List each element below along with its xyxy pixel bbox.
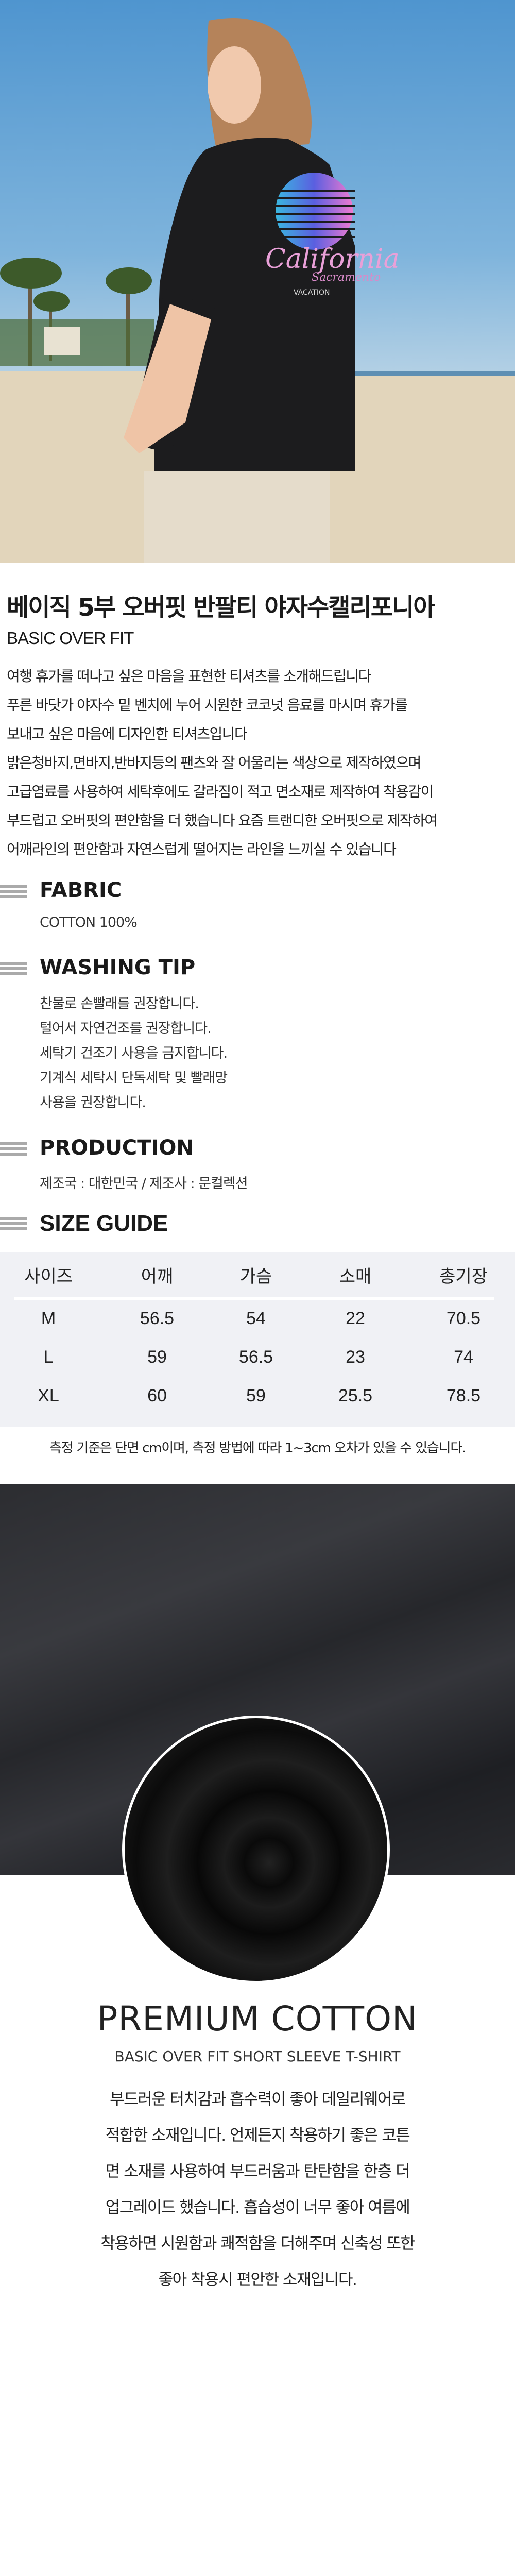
premium-line: 부드러운 터치감과 흡수력이 좋아 데일리웨어로 — [110, 2090, 406, 2109]
description-line: 고급염료를 사용하여 세탁후에도 갈라짐이 적고 면소재로 제작하여 착용감이 — [7, 783, 434, 800]
table-header-cell: 총기장 — [439, 1267, 488, 1286]
print-california: California — [265, 244, 400, 275]
print-sacramento: Sacramento — [312, 271, 381, 284]
premium-subheading: BASIC OVER FIT SHORT SLEEVE T-SHIRT — [114, 2048, 401, 2065]
table-cell: 74 — [454, 1347, 473, 1367]
production-text: 제조국 : 대한민국 / 제조사 : 문컬렉션 — [40, 1176, 248, 1192]
product-subtitle: BASIC OVER FIT — [7, 629, 134, 648]
washing-heading: WASHING TIP — [40, 956, 196, 979]
table-header-cell: 가슴 — [239, 1267, 272, 1286]
description-line: 푸른 바닷가 야자수 밑 벤치에 누어 시원한 코코넛 음료를 마시며 휴가를 — [7, 697, 408, 714]
description-line: 부드럽고 오버핏의 편안함을 더 했습니다 요즘 트랜디한 오버핏으로 제작하여 — [7, 812, 438, 829]
premium-line: 면 소재를 사용하여 부드러움과 탄탄함을 한층 더 — [105, 2162, 410, 2181]
premium-heading: PREMIUM COTTON — [97, 1999, 418, 2039]
washing-line: 세탁기 건조기 사용을 금지합니다. — [40, 1045, 228, 1061]
premium-line: 착용하면 시원함과 쾌적함을 더해주며 신축성 또한 — [100, 2234, 415, 2253]
table-header-cell: 소매 — [339, 1267, 372, 1286]
size-table: 사이즈 어깨 가슴 소매 총기장 M 56.5 54 22 70.5 L 59 56.5 23 74 XL 60… — [0, 1252, 515, 1427]
description-line: 밝은청바지,면바지,반바지등의 팬츠와 잘 어울리는 색상으로 제작하였으며 — [7, 754, 421, 771]
product-title: 베이직 5부 오버핏 반팔티 야자수캘리포니아 — [7, 594, 435, 622]
bottom-spacer — [0, 2303, 1, 2329]
face — [208, 46, 261, 124]
table-cell: 54 — [246, 1309, 266, 1328]
size-guide-heading: SIZE GUIDE — [40, 1211, 168, 1236]
premium-line: 적합한 소재입니다. 언제든지 착용하기 좋은 코튼 — [105, 2126, 410, 2145]
table-cell: 56.5 — [140, 1309, 175, 1328]
table-cell: 25.5 — [338, 1386, 373, 1405]
table-cell: 59 — [246, 1386, 266, 1405]
section-lines-icon — [0, 962, 27, 975]
premium-line: 업그레이드 했습니다. 흡습성이 너무 좋아 여름에 — [105, 2198, 410, 2217]
description-line: 어깨라인의 편안함과 자연스럽게 떨어지는 라인을 느끼실 수 있습니다 — [7, 841, 397, 858]
building — [44, 327, 80, 355]
table-cell: 70.5 — [446, 1309, 481, 1328]
table-cell: 78.5 — [446, 1386, 481, 1405]
table-cell: 56.5 — [238, 1347, 273, 1367]
section-lines-icon — [0, 1217, 27, 1230]
description-line: 보내고 싶은 마음에 디자인한 티셔츠입니다 — [7, 725, 248, 742]
premium-description: 부드러운 터치감과 흡수력이 좋아 데일리웨어로 적합한 소재입니다. 언제든지… — [0, 2081, 515, 2298]
size-note: 측정 기준은 단면 cm이며, 측정 방법에 따라 1~3cm 오차가 있을 수… — [49, 1440, 466, 1456]
table-cell: M — [41, 1309, 56, 1328]
description-line: 여행 휴가를 떠나고 싶은 마음을 표현한 티셔츠를 소개해드립니다 — [7, 668, 371, 685]
table-cell: 59 — [147, 1347, 167, 1367]
table-cell: XL — [38, 1386, 59, 1405]
section-lines-icon — [0, 885, 27, 898]
arm — [124, 304, 211, 453]
table-header-cell: 사이즈 — [24, 1267, 73, 1286]
table-cell: 23 — [346, 1347, 365, 1367]
product-hero-photo: California Sacramento VACATION — [0, 0, 515, 563]
pants — [144, 471, 330, 563]
washing-line: 기계식 세탁시 단독세탁 및 빨래망 — [40, 1070, 228, 1086]
header-divider — [14, 1297, 494, 1300]
fabric-swirl-inset-photo — [122, 1716, 390, 1984]
washing-tips: 찬물로 손빨래를 권장합니다. 털어서 자연건조를 권장합니다. 세탁기 건조기… — [40, 992, 228, 1115]
premium-line: 좋아 착용시 편안한 소재입니다. — [158, 2270, 357, 2289]
table-header-cell: 어깨 — [141, 1267, 174, 1286]
fabric-heading: FABRIC — [40, 878, 122, 902]
section-lines-icon — [0, 1142, 27, 1156]
sea — [350, 371, 515, 376]
production-heading: PRODUCTION — [40, 1136, 194, 1160]
washing-line: 찬물로 손빨래를 권장합니다. — [40, 996, 199, 1012]
print-graphic — [276, 173, 353, 250]
table-cell: 22 — [346, 1309, 365, 1328]
product-description: 여행 휴가를 떠나고 싶은 마음을 표현한 티셔츠를 소개해드립니다 푸른 바닷… — [7, 662, 438, 864]
washing-line: 사용을 권장합니다. — [40, 1095, 146, 1111]
print-vacation: VACATION — [294, 289, 330, 297]
table-cell: 60 — [147, 1386, 167, 1405]
fabric-text: COTTON 100% — [40, 914, 138, 930]
table-cell: L — [43, 1347, 54, 1367]
washing-line: 털어서 자연건조를 권장합니다. — [40, 1021, 212, 1037]
